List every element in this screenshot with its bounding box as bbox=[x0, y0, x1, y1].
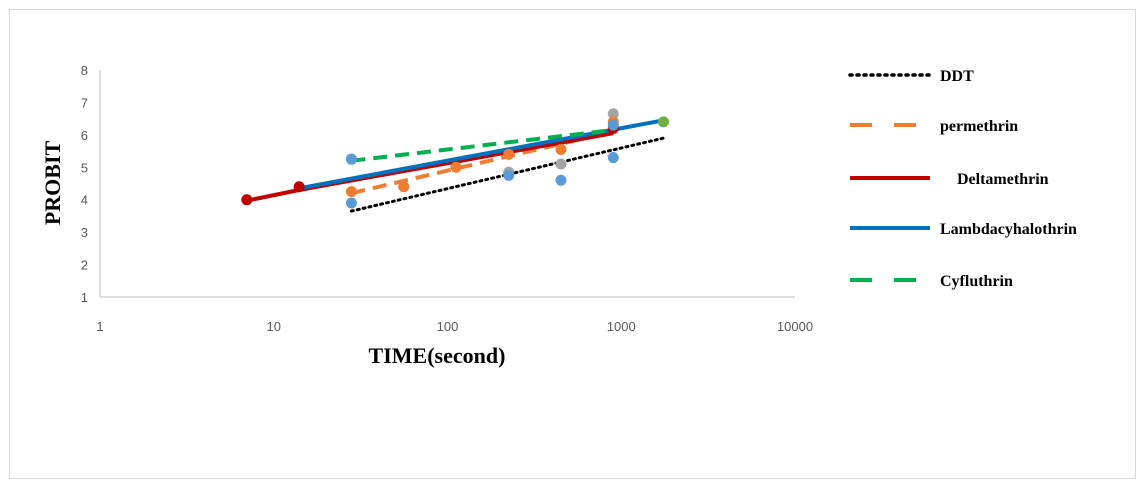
x-tick-label: 100 bbox=[437, 319, 459, 334]
y-tick-label: 1 bbox=[81, 290, 88, 305]
x-tick-label: 1 bbox=[96, 319, 103, 334]
x-tick-label: 1000 bbox=[607, 319, 636, 334]
data-point-permethrin bbox=[450, 161, 462, 173]
data-point-lambdacyhalothrin bbox=[503, 169, 515, 181]
x-axis-title: TIME(second) bbox=[369, 343, 506, 368]
data-point-permethrin bbox=[555, 143, 567, 155]
data-point-cyfluthrin bbox=[657, 116, 669, 128]
data-point-permethrin bbox=[398, 181, 410, 193]
data-point-lambdacyhalothrin bbox=[345, 153, 357, 165]
trendline-ddt bbox=[349, 136, 665, 213]
data-point-lambdacyhalothrin bbox=[345, 197, 357, 209]
legend-label-ddt: DDT bbox=[940, 68, 974, 85]
y-tick-label: 3 bbox=[81, 225, 88, 240]
data-point-ddt bbox=[555, 158, 567, 170]
legend-label-deltamethrin: Deltamethrin bbox=[957, 171, 1049, 188]
y-tick-label: 7 bbox=[81, 95, 88, 110]
y-tick-label: 5 bbox=[81, 160, 88, 175]
y-tick-label: 8 bbox=[81, 63, 88, 78]
x-tick-label: 10 bbox=[267, 319, 281, 334]
x-tick-label: 10000 bbox=[777, 319, 813, 334]
y-axis-title: PROBIT bbox=[40, 141, 65, 226]
data-point-deltamethrin bbox=[241, 194, 253, 206]
legend-label-lambdacyhalothrin: Lambdacyhalothrin bbox=[940, 221, 1077, 238]
data-point-deltamethrin bbox=[293, 181, 305, 193]
data-point-ddt bbox=[607, 108, 619, 120]
data-point-lambdacyhalothrin bbox=[607, 152, 619, 164]
y-tick-label: 2 bbox=[81, 258, 88, 273]
data-point-permethrin bbox=[345, 186, 357, 198]
data-point-lambdacyhalothrin bbox=[607, 119, 619, 131]
y-tick-label: 4 bbox=[81, 193, 88, 208]
legend-label-cyfluthrin: Cyfluthrin bbox=[940, 273, 1013, 290]
data-point-permethrin bbox=[503, 148, 515, 160]
legend-label-permethrin: permethrin bbox=[940, 118, 1018, 135]
probit-chart: 1 2 3 4 5 6 7 8 1 10 100 1000 10000 TIME(second) PR… bbox=[40, 63, 1077, 368]
y-tick-label: 6 bbox=[81, 128, 88, 143]
data-point-lambdacyhalothrin bbox=[555, 174, 567, 186]
